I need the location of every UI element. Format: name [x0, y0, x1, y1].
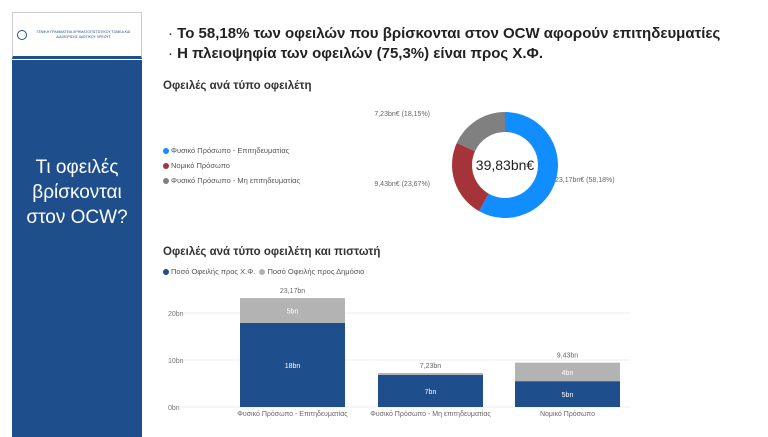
legend-item[interactable]: Ποσό Οφειλής προς Δημόσιο [259, 267, 364, 276]
y-tick-label: 20bn [168, 311, 184, 318]
x-tick-label: Νομικό Πρόσωπο [540, 410, 595, 418]
bar-value-label: 18bn [285, 363, 301, 370]
slice-label: 9,43bn€ (23,67%) [374, 181, 430, 188]
legend-item[interactable]: Ποσό Οφειλής προς Χ.Φ. [163, 267, 255, 276]
bullet-1: Το 58,18% των οφειλών που βρίσκονται στο… [168, 24, 720, 44]
bar-chart: 0bn 10bn 20bn 18bn 5bn 23,17bn Φυσικό Πρόσωπο … [168, 288, 630, 418]
donut-center-label: 39,83bn€ [476, 157, 535, 173]
bar-segment[interactable] [515, 381, 620, 407]
bar-title: Οφειλές ανά τύπο οφειλέτη και πιστωτή [163, 246, 381, 258]
bar-segment[interactable] [378, 374, 483, 407]
legend-dot-icon [163, 178, 169, 184]
legend-label: Ποσό Οφειλής προς Χ.Φ. [171, 267, 256, 276]
legend-label: Ποσό Οφειλής προς Δημόσιο [267, 267, 365, 276]
bar-segment[interactable] [240, 322, 345, 407]
bar-segment[interactable] [515, 362, 620, 382]
bar-total-label: 9,43bn [557, 353, 579, 360]
bar-value-label: 7bn [425, 389, 437, 396]
slice-label: 7,23bn€ (18,15%) [374, 111, 430, 118]
logo: ΓΕΝΙΚΗ ΓΡΑΜΜΑΤΕΙΑ ΧΡΗΜΑΤΟΠΙΣΤΩΤΙΚΟΥ ΤΟΜΕ… [12, 12, 142, 59]
legend-dot-icon [163, 269, 169, 275]
bar-value-label: 5bn [562, 392, 574, 399]
donut-slice[interactable] [452, 142, 489, 212]
legend-dot-icon [259, 269, 266, 275]
y-tick-label: 0bn [168, 405, 180, 412]
bar-value-label: 5bn [287, 308, 299, 315]
x-tick-label: Φυσικό Πρόσωπο - Επιτηδευματίας [237, 410, 348, 418]
legend-label: Νομικό Πρόσωπο [171, 161, 230, 170]
slice-label: 23,17bn€ (58,18%) [555, 177, 615, 184]
legend-label: Φυσικό Πρόσωπο - Επιτηδευματίας [171, 146, 290, 155]
bar-segment[interactable] [378, 373, 483, 375]
seal-icon [17, 29, 27, 40]
legend-item[interactable]: Φυσικό Πρόσωπο - Επιτηδευματίας [163, 143, 300, 158]
donut-slice[interactable] [456, 112, 505, 152]
legend-item[interactable]: Νομικό Πρόσωπο [163, 158, 300, 173]
logo-text: ΓΕΝΙΚΗ ΓΡΑΜΜΑΤΕΙΑ ΧΡΗΜΑΤΟΠΙΣΤΩΤΙΚΟΥ ΤΟΜΕ… [36, 29, 131, 39]
donut-title: Οφειλές ανά τύπο οφειλέτη [163, 80, 312, 92]
bullets: Το 58,18% των οφειλών που βρίσκονται στο… [168, 24, 720, 64]
sidebar-title: Τι οφειλές βρίσκονται στον OCW? [12, 60, 142, 437]
bar-total-label: 7,23bn [420, 363, 442, 370]
legend-label: Φυσικό Πρόσωπο - Μη επιτηδευματίας [171, 176, 301, 185]
donut-chart: 23,17bn€ (58,18%) 9,43bn€ (23,67%) 7,23bn€… [374, 111, 615, 218]
y-tick-label: 10bn [168, 358, 184, 365]
bullet-2: Η πλειοψηφία των οφειλών (75,3%) είναι π… [168, 44, 720, 64]
bar-segment[interactable] [240, 298, 345, 323]
legend-item[interactable]: Φυσικό Πρόσωπο - Μη επιτηδευματίας [163, 173, 300, 188]
donut-slice[interactable] [478, 112, 558, 218]
legend-dot-icon [163, 148, 169, 154]
x-tick-label: Φυσικό Πρόσωπο - Μη επιτηδευματίας [370, 410, 491, 418]
bar-total-label: 23,17bn [280, 288, 305, 295]
bar-value-label: 4bn [562, 370, 574, 377]
donut-legend: Φυσικό Πρόσωπο - Επιτηδευματίας Νομικό Π… [163, 143, 300, 188]
bar-legend: Ποσό Οφειλής προς Χ.Φ. Ποσό Οφειλής προς… [163, 264, 364, 279]
legend-dot-icon [163, 163, 169, 169]
